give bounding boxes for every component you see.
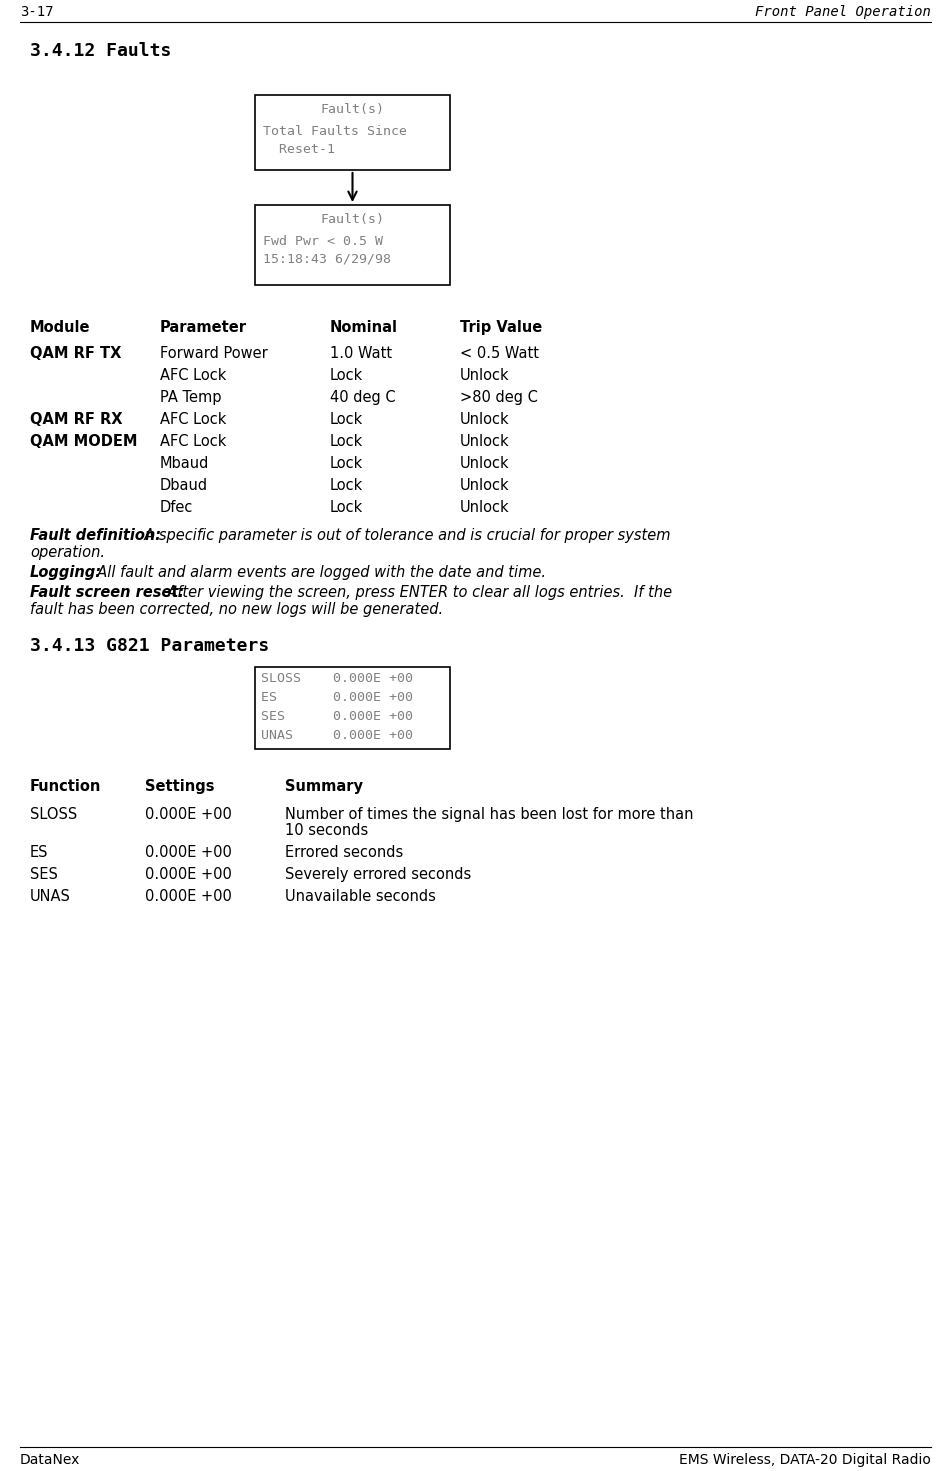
Text: 3.4.12 Faults: 3.4.12 Faults — [30, 43, 171, 60]
Text: Fault(s): Fault(s) — [320, 213, 384, 227]
Text: 40 deg C: 40 deg C — [330, 390, 396, 405]
Text: Total Faults Since: Total Faults Since — [263, 125, 407, 138]
Text: DataNex: DataNex — [20, 1453, 81, 1467]
Text: 3-17: 3-17 — [20, 4, 53, 19]
Text: Nominal: Nominal — [330, 321, 398, 335]
Text: Unavailable seconds: Unavailable seconds — [285, 888, 436, 903]
Text: < 0.5 Watt: < 0.5 Watt — [460, 346, 539, 360]
Text: Dfec: Dfec — [160, 500, 193, 515]
Text: 10 seconds: 10 seconds — [285, 822, 368, 838]
Text: PA Temp: PA Temp — [160, 390, 222, 405]
Text: >80 deg C: >80 deg C — [460, 390, 538, 405]
Text: Severely errored seconds: Severely errored seconds — [285, 866, 472, 883]
Text: Fault definition:: Fault definition: — [30, 528, 161, 543]
Text: fault has been corrected, no new logs will be generated.: fault has been corrected, no new logs wi… — [30, 602, 443, 616]
Text: Fault screen reset:: Fault screen reset: — [30, 585, 184, 600]
Text: AFC Lock: AFC Lock — [160, 434, 226, 449]
Text: Reset-1: Reset-1 — [263, 143, 335, 156]
Text: EMS Wireless, DATA-20 Digital Radio: EMS Wireless, DATA-20 Digital Radio — [679, 1453, 931, 1467]
Text: Function: Function — [30, 780, 102, 794]
Text: Front Panel Operation: Front Panel Operation — [755, 4, 931, 19]
Text: 0.000E +00: 0.000E +00 — [145, 866, 232, 883]
Text: Lock: Lock — [330, 368, 363, 382]
Text: Module: Module — [30, 321, 90, 335]
Text: QAM RF TX: QAM RF TX — [30, 346, 122, 360]
Text: 0.000E +00: 0.000E +00 — [145, 844, 232, 861]
Text: Parameter: Parameter — [160, 321, 247, 335]
Text: Unlock: Unlock — [460, 368, 510, 382]
Text: Unlock: Unlock — [460, 434, 510, 449]
Text: Fault(s): Fault(s) — [320, 103, 384, 116]
Text: Lock: Lock — [330, 500, 363, 515]
Text: AFC Lock: AFC Lock — [160, 412, 226, 427]
Text: All fault and alarm events are logged with the date and time.: All fault and alarm events are logged wi… — [88, 565, 546, 580]
Text: AFC Lock: AFC Lock — [160, 368, 226, 382]
Text: SES      0.000E +00: SES 0.000E +00 — [261, 710, 413, 722]
Text: SES: SES — [30, 866, 58, 883]
FancyBboxPatch shape — [255, 204, 450, 285]
Text: 15:18:43 6/29/98: 15:18:43 6/29/98 — [263, 253, 391, 266]
Text: Mbaud: Mbaud — [160, 456, 209, 471]
Text: Settings: Settings — [145, 780, 215, 794]
Text: Unlock: Unlock — [460, 478, 510, 493]
Text: Unlock: Unlock — [460, 412, 510, 427]
Text: Trip Value: Trip Value — [460, 321, 542, 335]
Text: Dbaud: Dbaud — [160, 478, 208, 493]
Text: SLOSS: SLOSS — [30, 808, 77, 822]
Text: QAM RF RX: QAM RF RX — [30, 412, 123, 427]
Text: After viewing the screen, press ENTER to clear all logs entries.  If the: After viewing the screen, press ENTER to… — [158, 585, 672, 600]
Text: Lock: Lock — [330, 434, 363, 449]
Text: 3.4.13 G821 Parameters: 3.4.13 G821 Parameters — [30, 637, 269, 655]
Text: 1.0 Watt: 1.0 Watt — [330, 346, 392, 360]
Text: A specific parameter is out of tolerance and is crucial for proper system: A specific parameter is out of tolerance… — [135, 528, 670, 543]
Text: 0.000E +00: 0.000E +00 — [145, 888, 232, 903]
Text: Unlock: Unlock — [460, 500, 510, 515]
Text: Unlock: Unlock — [460, 456, 510, 471]
Text: Errored seconds: Errored seconds — [285, 844, 403, 861]
Text: Lock: Lock — [330, 456, 363, 471]
FancyBboxPatch shape — [255, 666, 450, 749]
Text: operation.: operation. — [30, 544, 105, 560]
Text: Forward Power: Forward Power — [160, 346, 268, 360]
Text: ES: ES — [30, 844, 49, 861]
Text: Fwd Pwr < 0.5 W: Fwd Pwr < 0.5 W — [263, 235, 383, 249]
Text: Summary: Summary — [285, 780, 363, 794]
Text: 0.000E +00: 0.000E +00 — [145, 808, 232, 822]
Text: QAM MODEM: QAM MODEM — [30, 434, 138, 449]
Text: Logging:: Logging: — [30, 565, 102, 580]
Text: ES       0.000E +00: ES 0.000E +00 — [261, 691, 413, 705]
Text: Number of times the signal has been lost for more than: Number of times the signal has been lost… — [285, 808, 693, 822]
Text: Lock: Lock — [330, 412, 363, 427]
Text: SLOSS    0.000E +00: SLOSS 0.000E +00 — [261, 672, 413, 685]
Text: Lock: Lock — [330, 478, 363, 493]
Text: UNAS: UNAS — [30, 888, 71, 903]
FancyBboxPatch shape — [255, 96, 450, 171]
Text: UNAS     0.000E +00: UNAS 0.000E +00 — [261, 730, 413, 741]
